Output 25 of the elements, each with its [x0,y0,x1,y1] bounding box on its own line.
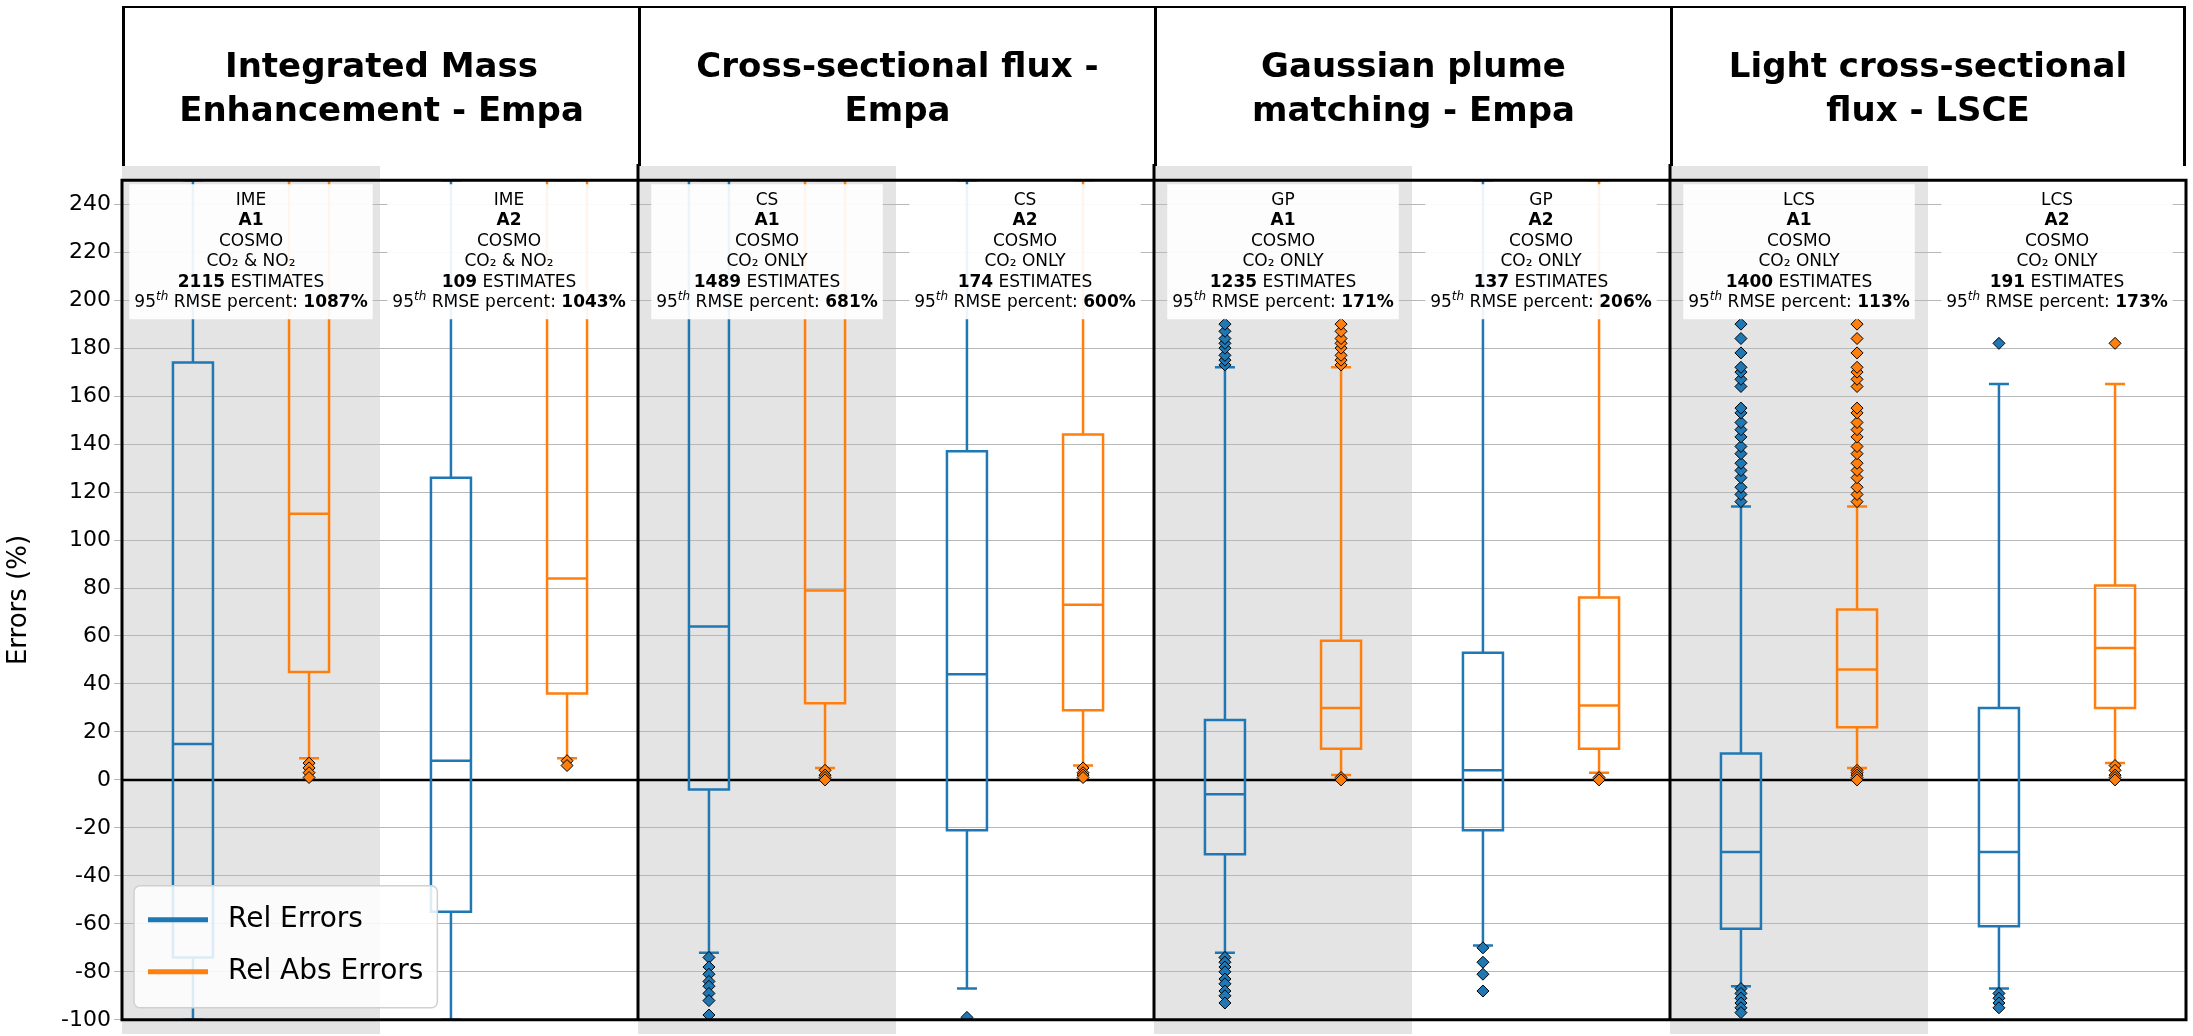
y-tick-label: 80 [83,573,111,599]
y-tick-label: 40 [83,669,111,695]
legend-label: Rel Errors [228,901,363,935]
y-tick-label: 120 [69,477,111,503]
text: Light cross-sectional flux - LSCE [1670,6,2186,166]
y-tick-label: 160 [69,381,111,407]
y-tick-label: 0 [97,765,111,791]
text: Integrated Mass Enhancement - Empa [122,6,638,166]
y-tick-label: 240 [69,189,111,215]
y-tick-label: 180 [69,333,111,359]
y-tick-label: 200 [69,285,111,311]
y-tick-label: 220 [69,237,111,263]
text: Cross-sectional flux - Empa [638,6,1154,166]
y-tick-label: 140 [69,429,111,455]
y-tick-label: 60 [83,621,111,647]
y-axis-title: Errors (%) [2,534,33,666]
y-tick-label: -20 [75,813,111,839]
y-tick-label: -60 [75,909,111,935]
legend-label: Rel Abs Errors [228,953,424,987]
y-tick-label: -40 [75,861,111,887]
y-tick-label: -100 [61,1005,111,1031]
y-tick-label: 100 [69,525,111,551]
y-tick-label: 20 [83,717,111,743]
text: Gaussian plume matching - Empa [1154,6,1670,166]
y-tick-label: -80 [75,957,111,983]
